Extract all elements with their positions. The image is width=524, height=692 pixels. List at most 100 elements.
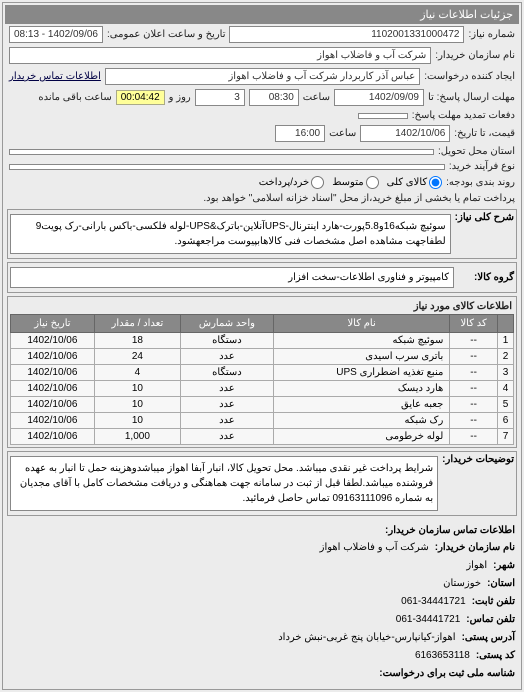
announce-field: 1402/09/06 - 08:13: [9, 26, 103, 43]
form-field: [9, 164, 445, 170]
table-cell: عدد: [181, 429, 274, 445]
table-cell: --: [450, 429, 498, 445]
price-to-label: قیمت، تا تاریخ:: [454, 128, 515, 139]
req-no-field: 1102001331000472: [229, 26, 464, 43]
budget-label: روند بندی بودجه:: [446, 177, 515, 188]
table-cell: --: [450, 381, 498, 397]
row-ext: دفعات تمدید مهلت پاسخ:: [5, 108, 519, 123]
table-row: 4--هارد دیسکعدد101402/10/06: [11, 381, 514, 397]
form-label: نوع فرآیند خرید:: [449, 161, 515, 172]
table-row: 3--منبع تغذیه اضطراری UPSدستگاه41402/10/…: [11, 365, 514, 381]
requester-field: عباس آذر کاربردار شرکت آب و فاضلاب اهواز: [105, 68, 420, 85]
radio-govt[interactable]: کالای کلی: [387, 176, 443, 189]
items-table: کد کالانام کالاواحد شمارشتعداد / مقدارتا…: [10, 314, 514, 445]
group-section: گروه کالا: کامپیوتر و فناوری اطلاعات-سخت…: [7, 262, 517, 293]
table-row: 7--لوله خرطومیعدد1,0001402/10/06: [11, 429, 514, 445]
need-section: شرح کلی نیاز: سوئیچ شبکه16و5.8پورت-هارد …: [7, 209, 517, 259]
days-label: روز و: [169, 92, 191, 103]
contact-link[interactable]: اطلاعات تماس خریدار: [9, 71, 101, 82]
province-value: خوزستان: [443, 576, 481, 592]
table-cell: عدد: [181, 397, 274, 413]
table-cell: باتری سرب اسیدی: [273, 349, 449, 365]
requester-label: ایجاد کننده درخواست:: [424, 71, 515, 82]
row-buyer: نام سازمان خریدار: شرکت آب و فاضلاب اهوا…: [5, 45, 519, 66]
send-date-field: 1402/09/09: [334, 89, 424, 106]
radio-medium[interactable]: متوسط: [332, 176, 378, 189]
fax-label: تلفن تماس:: [466, 612, 515, 628]
table-header: تاریخ نیاز: [11, 315, 95, 333]
table-cell: 1402/10/06: [11, 413, 95, 429]
price-to-date-field: 1402/10/06: [360, 125, 450, 142]
details-panel: جزئیات اطلاعات نیاز شماره نیاز: 11020013…: [2, 2, 522, 690]
table-header: نام کالا: [273, 315, 449, 333]
table-cell: 4: [497, 381, 513, 397]
city-label: شهر:: [493, 558, 515, 574]
table-cell: 3: [497, 365, 513, 381]
phone-label: تلفن ثابت:: [472, 594, 515, 610]
need-side-label: شرح کلی نیاز:: [455, 212, 514, 223]
group-side-label: گروه کالا:: [458, 272, 514, 283]
table-cell: 10: [94, 413, 180, 429]
org-label: نام سازمان خریدار:: [435, 540, 515, 556]
row-requester: ایجاد کننده درخواست: عباس آذر کاربردار ش…: [5, 66, 519, 87]
table-cell: 1: [497, 333, 513, 349]
days-field: 3: [195, 89, 245, 106]
post-value: 6163653118: [415, 648, 470, 664]
radio-govt-input[interactable]: [429, 176, 442, 189]
fax-value: 061-34441721: [396, 612, 461, 628]
table-cell: --: [450, 365, 498, 381]
notes-section: توضیحات خریدار: شرایط پرداخت غیر نقدی می…: [7, 451, 517, 516]
table-cell: دستگاه: [181, 333, 274, 349]
table-cell: 5: [497, 397, 513, 413]
table-cell: لوله خرطومی: [273, 429, 449, 445]
row-req-no: شماره نیاز: 1102001331000472 تاریخ و ساع…: [5, 24, 519, 45]
table-header: واحد شمارش: [181, 315, 274, 333]
radio-small[interactable]: خرد/پرداخت: [259, 176, 324, 189]
table-cell: --: [450, 397, 498, 413]
table-cell: 1,000: [94, 429, 180, 445]
row-deadline: مهلت ارسال پاسخ: تا 1402/09/09 ساعت 08:3…: [5, 87, 519, 108]
table-cell: 1402/10/06: [11, 397, 95, 413]
table-cell: 10: [94, 381, 180, 397]
table-cell: 1402/10/06: [11, 349, 95, 365]
table-cell: هارد دیسک: [273, 381, 449, 397]
row-delivery: استان محل تحویل:: [5, 144, 519, 159]
table-cell: 10: [94, 397, 180, 413]
post-label: کد پستی:: [476, 648, 515, 664]
addr-label: آدرس پستی:: [462, 630, 515, 646]
table-cell: --: [450, 413, 498, 429]
row-form: نوع فرآیند خرید:: [5, 159, 519, 174]
table-cell: 4: [94, 365, 180, 381]
table-cell: سوئیچ شبکه: [273, 333, 449, 349]
phone-value: 061-34441721: [401, 594, 466, 610]
buyer-name-field: شرکت آب و فاضلاب اهواز: [9, 47, 431, 64]
table-cell: دستگاه: [181, 365, 274, 381]
table-row: 2--باتری سرب اسیدیعدد241402/10/06: [11, 349, 514, 365]
panel-title: جزئیات اطلاعات نیاز: [5, 5, 519, 24]
radio-medium-input[interactable]: [366, 176, 379, 189]
radio-small-input[interactable]: [311, 176, 324, 189]
buyer-name-label: نام سازمان خریدار:: [435, 50, 515, 61]
table-cell: رک شبکه: [273, 413, 449, 429]
table-cell: 24: [94, 349, 180, 365]
price-to-time-field: 16:00: [275, 125, 325, 142]
table-cell: 6: [497, 413, 513, 429]
send-time-field: 08:30: [249, 89, 299, 106]
time-label-2: ساعت: [329, 128, 356, 139]
budget-radio-group: کالای کلی متوسط خرد/پرداخت: [259, 176, 442, 189]
table-row: 5--جعبه عایقعدد101402/10/06: [11, 397, 514, 413]
delivery-addr-label: استان محل تحویل:: [438, 146, 515, 157]
table-cell: 1402/10/06: [11, 365, 95, 381]
table-cell: عدد: [181, 413, 274, 429]
table-cell: --: [450, 349, 498, 365]
table-cell: منبع تغذیه اضطراری UPS: [273, 365, 449, 381]
table-cell: 1402/10/06: [11, 381, 95, 397]
reg-label: شناسه ملی ثبت برای درخواست:: [379, 666, 515, 682]
table-cell: 7: [497, 429, 513, 445]
row-budget: روند بندی بودجه: کالای کلی متوسط خرد/پرد…: [5, 174, 519, 206]
bid-ext-field: [358, 113, 408, 119]
province-label: استان:: [487, 576, 515, 592]
bid-ext-label: دفعات تمدید مهلت پاسخ:: [412, 110, 515, 121]
row-price-to: قیمت، تا تاریخ: 1402/10/06 ساعت 16:00: [5, 123, 519, 144]
contact-footer: اطلاعات تماس سازمان خریدار: نام سازمان خ…: [5, 519, 519, 687]
